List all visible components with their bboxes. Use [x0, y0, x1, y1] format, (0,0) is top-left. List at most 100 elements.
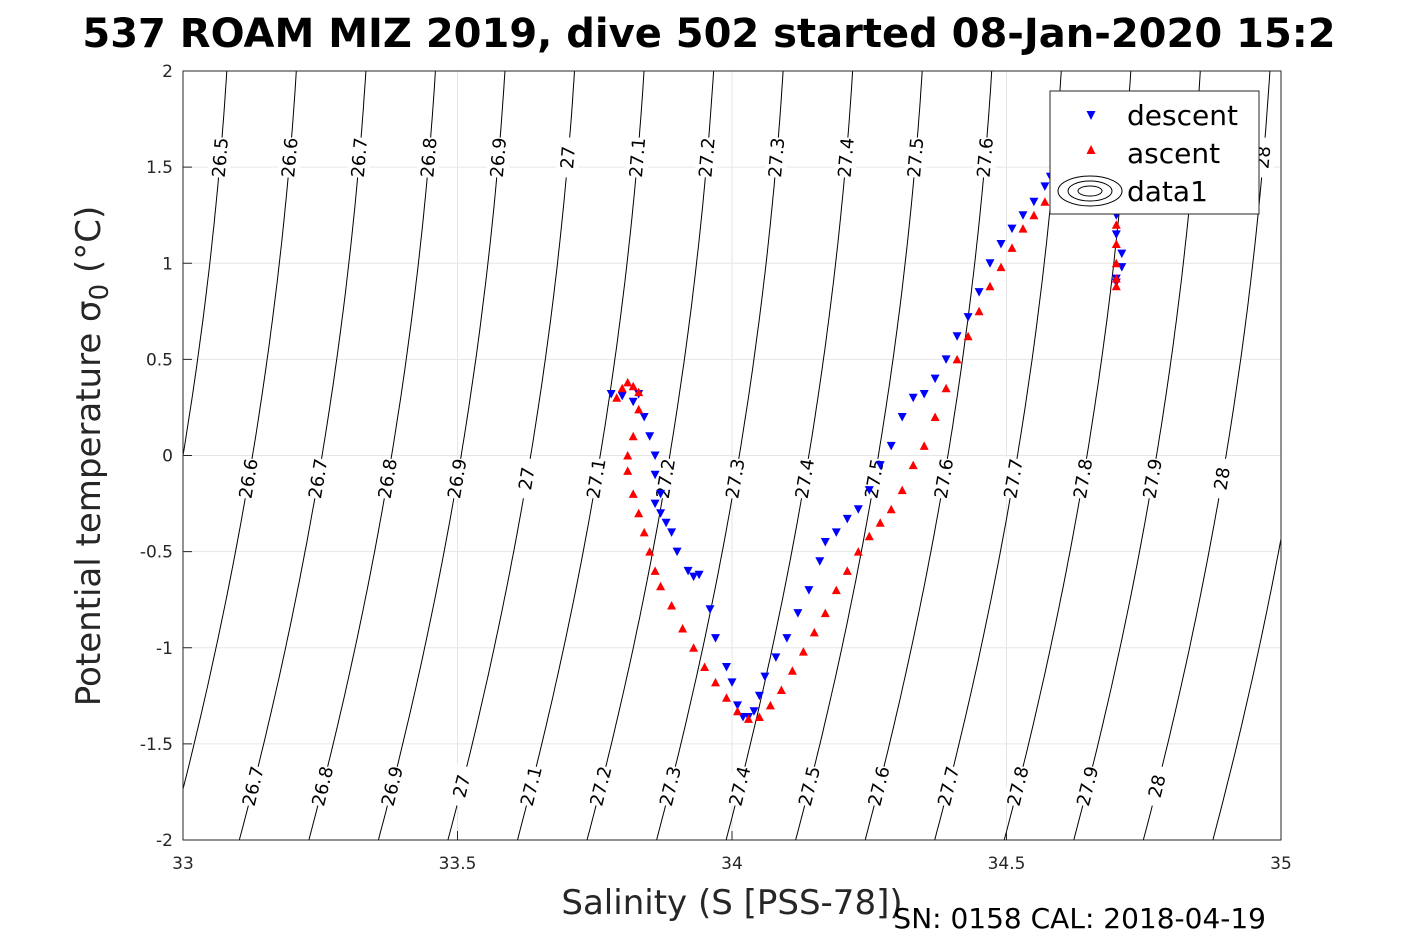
descent-point [941, 355, 951, 364]
descent-point [667, 528, 677, 537]
descent-point [952, 332, 962, 341]
descent-point [831, 528, 841, 537]
legend-descent-label: descent [1127, 99, 1238, 132]
x-tick-label: 34.5 [988, 854, 1026, 874]
ascent-point [941, 383, 951, 393]
ascent-point [765, 700, 775, 710]
ascent-point [864, 531, 874, 541]
descent-point [661, 518, 671, 528]
density-contour-line [725, 71, 854, 840]
ascent-point [798, 647, 808, 656]
descent-point [864, 486, 874, 495]
density-contour-label: 26.9 [487, 137, 511, 179]
descent-point [711, 634, 720, 643]
descent-point [694, 570, 704, 580]
descent-point [815, 557, 825, 566]
ascent-series [612, 185, 1121, 723]
descent-point [617, 391, 627, 401]
ascent-point [776, 685, 786, 694]
density-contour-line [447, 71, 575, 840]
ascent-point [711, 677, 720, 687]
density-contour-line [238, 71, 367, 840]
ascent-point [678, 624, 688, 633]
ascent-point [996, 262, 1006, 272]
descent-point [689, 572, 699, 582]
y-axis-label-unit: (°C) [69, 206, 109, 284]
descent-point [672, 547, 682, 557]
ascent-point [963, 331, 973, 341]
ascent-point [1007, 243, 1017, 252]
ascent-point [1018, 224, 1028, 233]
descent-point [749, 707, 759, 716]
descent-point [897, 413, 907, 422]
ascent-point [700, 662, 710, 671]
ascent-point [623, 466, 633, 475]
y-tick-label: 0 [162, 447, 173, 467]
descent-point [722, 663, 731, 672]
density-contour-label: 27.3 [765, 137, 789, 179]
descent-point [842, 514, 852, 524]
density-contour-line [183, 71, 228, 459]
descent-point [1117, 249, 1127, 259]
ascent-point [842, 566, 852, 575]
descent-point [760, 672, 770, 682]
ascent-point [623, 377, 633, 387]
chart-title: 537 ROAM MIZ 2019, dive 502 started 08-J… [82, 11, 1335, 57]
ascent-point [831, 585, 841, 595]
density-contour-line [517, 71, 645, 840]
ascent-point [667, 601, 677, 610]
descent-point [733, 701, 742, 710]
ascent-point [809, 627, 819, 637]
ascent-point [617, 383, 627, 393]
descent-point [820, 538, 830, 547]
density-contour-label: 27.5 [904, 137, 928, 179]
density-contour-line [1212, 536, 1281, 840]
calibration-footer: SN: 0158 CAL: 2018-04-19 [893, 902, 1266, 935]
descent-point [645, 432, 655, 441]
ascent-point [886, 504, 896, 514]
density-contour-label: 26.5 [209, 137, 233, 179]
density-contour-label: 27 [557, 145, 580, 170]
ascent-point [612, 393, 622, 402]
density-contour-line [377, 71, 506, 840]
ascent-point [639, 527, 649, 537]
y-axis-ticks: -2 -1.5 -1 -0.5 0 0.5 1 1.5 2 [140, 62, 192, 851]
density-contour-labels: 26.5 26.6 26.7 26.8 26.9 27 27.1 27.2 27.3 27.4 27… [207, 136, 1277, 808]
descent-point [771, 653, 781, 662]
y-axis-label-main: Potential temperature [69, 322, 109, 706]
descent-point [650, 470, 660, 480]
ascent-point [628, 489, 638, 498]
ascent-point [1111, 274, 1121, 283]
y-tick-label: -1.5 [140, 735, 173, 755]
legend: descent ascent data1 [1049, 90, 1260, 215]
descent-point [875, 461, 885, 470]
ascent-point [1111, 220, 1121, 229]
descent-point [974, 288, 984, 297]
legend-ascent-label: ascent [1127, 137, 1220, 170]
y-axis-label-subscript: 0 [85, 284, 115, 301]
density-contour-line [656, 71, 784, 840]
descent-point [1018, 211, 1028, 220]
ascent-point [985, 281, 995, 291]
legend-descent-marker [1086, 111, 1096, 120]
descent-point [754, 691, 764, 701]
ascent-point [634, 508, 644, 518]
density-contour-label: 27.4 [835, 137, 859, 179]
descent-point [919, 390, 929, 399]
density-contour-label: 26.8 [417, 137, 441, 179]
y-axis-label: Potential temperature σ0 (°C) [69, 206, 115, 706]
descent-point [628, 397, 638, 407]
ascent-point [875, 518, 885, 527]
y-axis-label-sigma: σ [69, 300, 109, 322]
ascent-point [787, 666, 797, 675]
y-tick-label: 1.5 [146, 158, 173, 178]
ascent-point [930, 412, 940, 421]
descent-point [650, 451, 660, 460]
ascent-point [908, 460, 918, 470]
ascent-point [634, 387, 644, 397]
ascent-point [628, 381, 638, 391]
descent-point [886, 441, 896, 451]
ascent-point [897, 485, 907, 495]
density-contour-line [1142, 71, 1271, 840]
